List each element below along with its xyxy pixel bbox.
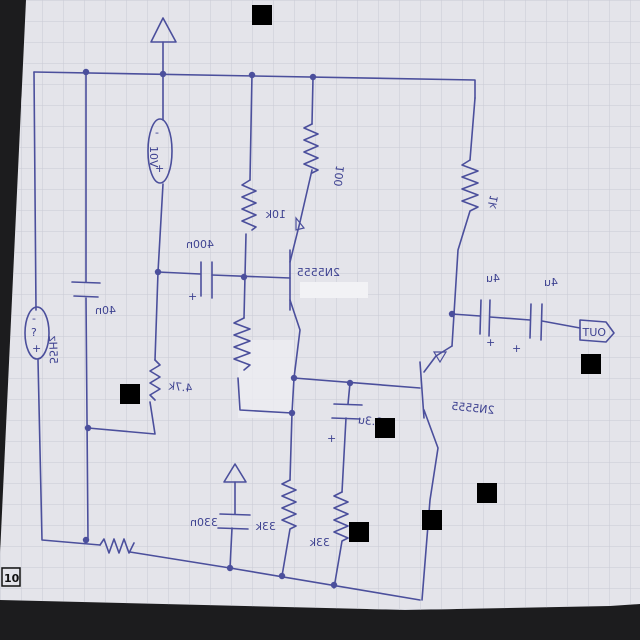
- transistor-q1-arrow: [295, 216, 306, 231]
- wire-cap-left: [157, 271, 291, 279]
- transistor-q2-base: [419, 361, 425, 419]
- dc-source-top: [147, 118, 173, 184]
- transistor-q1-emitter: [289, 299, 301, 379]
- svg-text:+: +: [512, 342, 521, 355]
- wire-left-rail-lower: [37, 359, 101, 546]
- svg-text:+: +: [155, 162, 164, 175]
- label-r-emitter-2: 33k: [309, 536, 330, 549]
- wire-cap-emitter: [341, 382, 351, 493]
- cap-supply-plate: [73, 295, 99, 298]
- label-cap-coupling-left: 400n: [186, 238, 214, 251]
- cap-bottom-plate: [217, 527, 249, 530]
- resistor-emitter-1: [281, 479, 297, 577]
- transistor-q2-arrow: [432, 351, 448, 364]
- cap-out-1-plate: [488, 299, 491, 337]
- corner-mark-text: 10: [4, 572, 20, 585]
- wire-cap-bottom: [229, 481, 236, 569]
- label-cap-out-2: 4u: [544, 276, 558, 289]
- wire-output-line: [451, 313, 581, 329]
- label-cap-bottom: 330n: [190, 516, 218, 529]
- cap-emitter-plate: [333, 403, 363, 406]
- resistor-10k: [241, 179, 257, 231]
- wire-left-rail: [33, 71, 37, 311]
- wire-top-rail: [33, 71, 476, 99]
- transistor-q2-emitter: [421, 409, 439, 601]
- corner-mark-box: [1, 567, 21, 587]
- cap-supply-plate: [71, 281, 101, 284]
- cap-out-2-plate: [529, 303, 532, 339]
- graph-paper-grid: [0, 0, 640, 610]
- redaction-marks: [120, 5, 601, 542]
- paper-highlight: [300, 282, 368, 298]
- label-source-top: 10V: [147, 146, 160, 168]
- cap-out-2-plate: [540, 303, 543, 341]
- ground-triangle-top: [150, 17, 177, 43]
- svg-text:+: +: [486, 336, 495, 349]
- resistor-emitter-2: [333, 491, 349, 589]
- cap-out-1-plate: [479, 299, 482, 335]
- label-r-left-mid: 10k: [265, 208, 286, 221]
- wire-supply-column: [85, 71, 89, 541]
- svg-text:+: +: [188, 290, 197, 303]
- label-cap-out-1: 4u: [486, 272, 500, 285]
- cap-emitter-plate: [331, 417, 361, 420]
- wire-q1-collector: [289, 169, 313, 263]
- resistor-left-mid: [233, 317, 251, 371]
- resistor-bias-left: [149, 359, 161, 401]
- resistor-output: [451, 159, 479, 347]
- ac-source-left: [24, 306, 50, 360]
- label-r-emitter-1: 33k: [255, 520, 276, 533]
- svg-text:?: ?: [31, 326, 37, 339]
- svg-text:-: -: [155, 126, 159, 139]
- cap-bottom-plate: [219, 513, 251, 516]
- wire-q1-to-q2: [293, 377, 421, 389]
- output-terminal: [579, 319, 615, 343]
- label-r-output: 1k: [486, 194, 501, 210]
- svg-text:+: +: [327, 432, 336, 445]
- junction-dots: [82, 68, 456, 589]
- label-output: OUT: [582, 326, 606, 339]
- label-r-top-mid: 100: [332, 165, 347, 187]
- label-cap-supply: 40n: [95, 304, 116, 317]
- wire-column-313: [311, 77, 314, 125]
- label-source-left: 55Hz: [46, 335, 60, 364]
- svg-text:-: -: [32, 312, 36, 325]
- label-q1: 2N5555: [297, 266, 340, 279]
- svg-text:+: +: [32, 342, 41, 355]
- label-r-bias-left: 4.7k: [167, 379, 193, 394]
- resistor-bottom-rail: [99, 538, 135, 554]
- resistor-100: [303, 123, 319, 174]
- wire-output-column: [469, 97, 476, 161]
- paper-highlight: [238, 340, 294, 418]
- label-q2: 2N5555: [451, 400, 495, 417]
